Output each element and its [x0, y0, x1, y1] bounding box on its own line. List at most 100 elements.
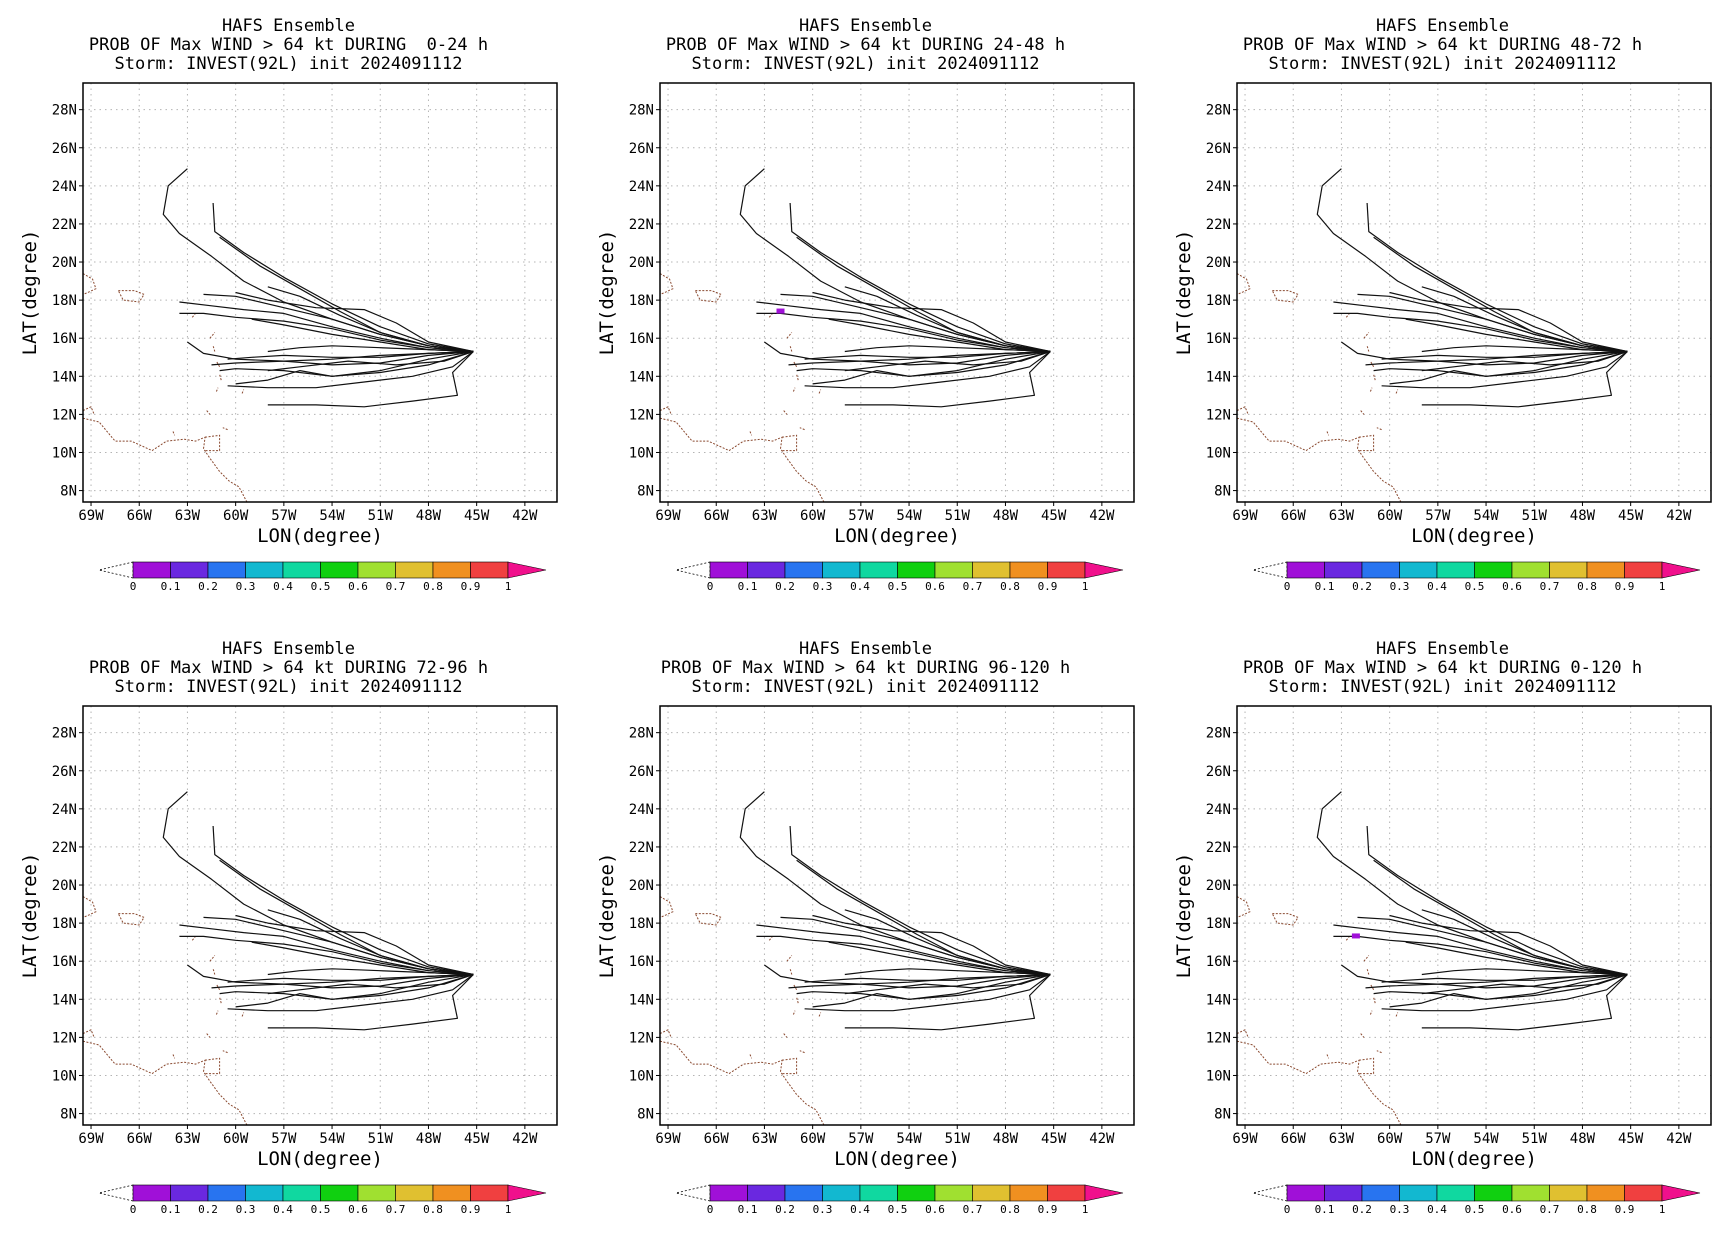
coastline	[818, 1012, 822, 1017]
lon-tick-label: 48W	[993, 508, 1019, 524]
coastline	[749, 1054, 753, 1059]
coastlines	[1237, 896, 1402, 1125]
title-line-1: HAFS Ensemble	[798, 639, 933, 659]
colorbar-label: 0.5	[311, 580, 331, 593]
track-line	[756, 312, 1051, 353]
track-line	[764, 964, 1051, 989]
lat-tick-label: 20N	[52, 878, 77, 894]
track-line	[1381, 974, 1628, 1012]
colorbar-label: 0.5	[888, 580, 908, 593]
plot-frame	[82, 82, 558, 503]
colorbar-label: 0.1	[161, 1203, 181, 1216]
y-axis-label: LAT(degree)	[596, 853, 618, 979]
colorbar-swatch	[357, 561, 396, 579]
colorbar: 0 0.1 0.2 0.3 0.4 0.5 0.6 0.7 0.8 0.9 1	[675, 561, 1124, 593]
colorbar-swatch	[320, 1184, 359, 1202]
coastline	[1363, 332, 1370, 339]
title-line-2: PROB OF Max WIND > 64 kt DURING 48-72 h	[1242, 35, 1643, 55]
colorbar-arrow-high	[507, 1184, 547, 1202]
colorbar-arrow-high	[1661, 561, 1701, 579]
colorbar-swatch	[972, 561, 1011, 579]
title-line-1: HAFS Ensemble	[221, 16, 356, 36]
colorbar-swatch	[859, 1184, 898, 1202]
lon-tick-label: 51W	[368, 1131, 394, 1147]
y-axis-label: LAT(degree)	[19, 853, 41, 979]
coastline	[83, 273, 97, 295]
colorbar: 0 0.1 0.2 0.3 0.4 0.5 0.6 0.7 0.8 0.9 1	[675, 1184, 1124, 1216]
title-line-1: HAFS Ensemble	[798, 16, 933, 36]
colorbar-swatch	[245, 1184, 284, 1202]
coastline	[117, 913, 145, 926]
gridlines	[83, 83, 557, 502]
track-line	[227, 973, 474, 983]
colorbar-label: 1	[505, 1203, 512, 1216]
lat-tick-label: 20N	[52, 255, 77, 271]
colorbar-label: 0.3	[813, 1203, 833, 1216]
title-line-1: HAFS Ensemble	[1375, 639, 1510, 659]
lon-tick-label: 51W	[945, 1131, 971, 1147]
track-line	[789, 202, 1051, 353]
lat-tick-label: 22N	[629, 217, 654, 233]
track-line	[812, 914, 1051, 976]
colorbar-arrow-low	[98, 561, 134, 579]
coastline	[83, 1040, 248, 1125]
lon-tick-label: 45W	[1041, 508, 1067, 524]
colorbar-label: 1	[1082, 1203, 1089, 1216]
lon-tick-label: 42W	[1666, 508, 1692, 524]
colorbar-swatch	[1624, 1184, 1663, 1202]
lat-tick-label: 16N	[1206, 954, 1231, 970]
track-line	[219, 859, 474, 976]
x-axis-label: LON(degree)	[1411, 1148, 1537, 1170]
coastline	[660, 273, 674, 295]
lat-tick-label: 20N	[629, 878, 654, 894]
coastline	[1345, 313, 1350, 318]
track-line	[162, 168, 474, 353]
coastline	[209, 955, 216, 962]
track-line	[267, 974, 474, 1031]
title-line-2: PROB OF Max WIND > 64 kt DURING 0-120 h	[1242, 658, 1643, 678]
colorbar-label: 0.5	[888, 1203, 908, 1216]
track-line	[739, 168, 1051, 353]
track-line	[1389, 914, 1628, 976]
colorbar-swatch	[709, 1184, 748, 1202]
track-line	[1373, 859, 1628, 976]
lat-tick-label: 10N	[1206, 445, 1231, 461]
lon-tick-label: 42W	[1089, 1131, 1115, 1147]
track-line	[844, 350, 1051, 372]
coastline	[1363, 955, 1370, 962]
track-line	[235, 973, 474, 1008]
lon-tick-label: 54W	[896, 1131, 922, 1147]
colorbar-swatch	[822, 561, 861, 579]
title-line-2: PROB OF Max WIND > 64 kt DURING 24-48 h	[665, 35, 1066, 55]
coastline	[83, 406, 95, 415]
title-line-2: PROB OF Max WIND > 64 kt DURING 72-96 h	[88, 658, 489, 678]
coastline	[694, 290, 722, 303]
colorbar-arrow-high	[1084, 561, 1124, 579]
colorbar-label: 0.7	[386, 580, 406, 593]
colorbar-label: 1	[1659, 1203, 1666, 1216]
lat-tick-label: 12N	[629, 1030, 654, 1046]
track-line	[1421, 909, 1628, 976]
colorbar-arrow-low	[1252, 561, 1288, 579]
coastline	[768, 936, 773, 941]
colorbar-label: 0.7	[386, 1203, 406, 1216]
colorbar-swatch	[934, 561, 973, 579]
lat-tick-label: 10N	[629, 1068, 654, 1084]
lon-tick-label: 54W	[319, 1131, 345, 1147]
title-line-1: HAFS Ensemble	[1375, 16, 1510, 36]
colorbar-swatch	[1361, 561, 1400, 579]
track-line	[1381, 973, 1628, 983]
track-line	[844, 973, 1051, 995]
ensemble-tracks	[1316, 168, 1628, 408]
lon-tick-label: 45W	[1618, 508, 1644, 524]
gridlines	[660, 83, 1134, 502]
lat-tick-label: 16N	[629, 954, 654, 970]
track-line	[251, 318, 474, 353]
lon-tick-label: 66W	[704, 508, 730, 524]
colorbar-swatch	[897, 1184, 936, 1202]
colorbar-label: 0.1	[738, 1203, 758, 1216]
lat-tick-label: 28N	[52, 103, 77, 119]
track-line	[1366, 202, 1628, 353]
coastline	[782, 1057, 798, 1075]
coastline	[222, 427, 228, 431]
